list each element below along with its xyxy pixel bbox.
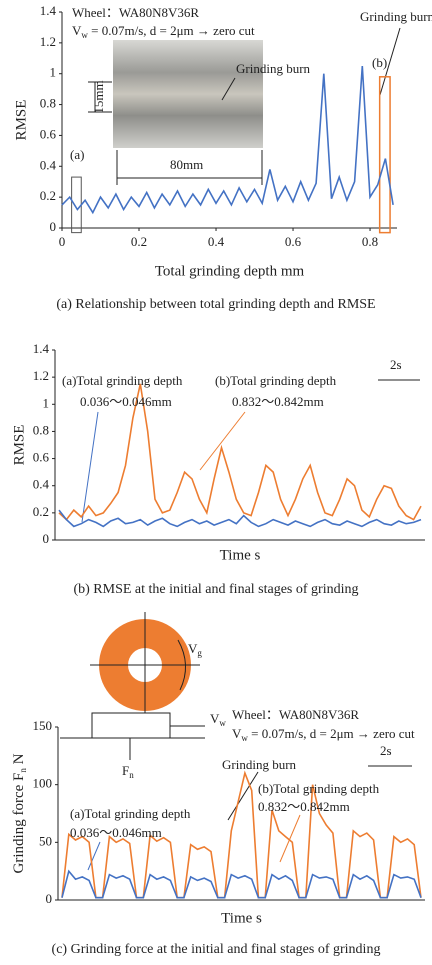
annotation-part: F <box>122 763 129 778</box>
y-axis-label: Grinding force Fn N <box>11 753 28 873</box>
caption: (c) Grinding force at the initial and fi… <box>52 942 381 957</box>
region-box <box>71 176 82 234</box>
annotation: 0.832～0.842mm <box>232 394 324 409</box>
pointer <box>87 841 101 871</box>
annotation: Vw = 0.07m/s, d = 2μm → zero cut <box>72 23 255 40</box>
y-tick-label: 1.2 <box>40 34 56 49</box>
region-box <box>378 76 391 234</box>
x-axis-label: Total grinding depth mm <box>155 263 305 279</box>
annotation: Grinding burn <box>222 757 297 772</box>
series-line <box>61 869 422 899</box>
y-tick-label: 1 <box>43 395 50 410</box>
y-tick-label: 0.2 <box>40 188 56 203</box>
y-axis-label: RMSE <box>13 100 29 141</box>
y-tick-label: 1 <box>50 65 57 80</box>
rotation-arrow <box>177 639 186 691</box>
annotation: 0.036～0.046mm <box>80 394 172 409</box>
annotation: 0.036～0.046mm <box>70 825 162 840</box>
annotation: (a)Total grinding depth <box>70 806 191 821</box>
y-tick-label: 0 <box>46 891 53 906</box>
y-tick-label: 50 <box>39 833 52 848</box>
pointer <box>279 814 301 863</box>
workpiece-photo <box>113 40 263 148</box>
caption: (b) RMSE at the initial and final stages… <box>73 582 358 597</box>
annotation: Vw = 0.07m/s, d = 2μm → zero cut <box>232 726 415 743</box>
y-tick-label: 0.6 <box>40 126 57 141</box>
pointer <box>379 27 401 96</box>
x-tick-label: 0.8 <box>362 234 378 249</box>
annotation: Vg <box>188 641 202 658</box>
caption: (a) Relationship between total grinding … <box>56 297 375 312</box>
annotation-part: w <box>81 30 88 40</box>
series-line <box>58 509 422 528</box>
annotation-part: V <box>72 23 82 38</box>
y-tick-label: 0 <box>50 219 57 234</box>
y-axis-label-part: n <box>18 768 28 773</box>
annotation: 0.832～0.842mm <box>258 799 350 814</box>
y-tick-label: 0.4 <box>33 477 50 492</box>
annotation-part: w <box>241 733 248 743</box>
annotation: 2s <box>380 743 392 758</box>
y-axis-label: RMSE <box>11 425 27 466</box>
pointer <box>221 77 236 101</box>
annotation: (b)Total grinding depth <box>258 781 380 796</box>
annotation: (a) <box>70 147 84 162</box>
series-line <box>61 65 394 215</box>
y-tick-label: 1.2 <box>33 368 49 383</box>
y-tick-label: 0.2 <box>33 504 49 519</box>
annotation: Wheel：WA80N8V36R <box>232 707 359 722</box>
annotation: Grinding burn <box>236 61 311 76</box>
series-line <box>58 383 422 521</box>
pointer <box>199 411 246 471</box>
x-axis-label: Time s <box>220 547 261 563</box>
annotation: 80mm <box>170 157 203 172</box>
annotation: Wheel：WA80N8V36R <box>72 5 199 20</box>
annotation-part: V <box>232 726 242 741</box>
annotation: 2s <box>390 357 402 372</box>
x-tick-label: 0.2 <box>131 234 147 249</box>
annotation-part: g <box>197 648 202 658</box>
annotation-part: w <box>219 718 226 728</box>
pointer <box>227 771 259 821</box>
annotation: Fn <box>122 763 134 780</box>
annotation: Grinding burn <box>360 9 432 24</box>
series-line <box>61 770 422 899</box>
y-tick-label: 150 <box>33 718 53 733</box>
annotation-part: V <box>210 711 220 726</box>
workpiece <box>91 712 171 739</box>
y-axis-label-part: N <box>11 753 27 768</box>
annotation-part: V <box>188 641 198 656</box>
annotation-part: n <box>129 770 134 780</box>
y-tick-label: 1.4 <box>33 341 50 356</box>
y-tick-label: 0.8 <box>33 422 49 437</box>
y-tick-label: 100 <box>33 776 53 791</box>
x-axis-label: Time s <box>221 910 262 926</box>
x-tick-label: 0 <box>59 234 66 249</box>
annotation: Vw <box>210 711 226 728</box>
annotation: (a)Total grinding depth <box>62 373 183 388</box>
y-tick-label: 0.4 <box>40 157 57 172</box>
y-tick-label: 1.4 <box>40 3 57 18</box>
y-tick-label: 0.6 <box>33 450 50 465</box>
x-tick-label: 0.4 <box>208 234 225 249</box>
y-tick-label: 0 <box>43 531 50 546</box>
annotation: (b) <box>372 55 387 70</box>
annotation: (b)Total grinding depth <box>215 373 337 388</box>
annotation: 15mm <box>91 80 106 113</box>
pointer <box>81 411 99 523</box>
annotation-part: = 0.07m/s, d = 2μm → zero cut <box>248 726 415 741</box>
x-tick-label: 0.6 <box>285 234 302 249</box>
y-axis-label-part: Grinding force F <box>11 773 27 874</box>
y-tick-label: 0.8 <box>40 96 56 111</box>
annotation-part: = 0.07m/s, d = 2μm → zero cut <box>88 23 255 38</box>
